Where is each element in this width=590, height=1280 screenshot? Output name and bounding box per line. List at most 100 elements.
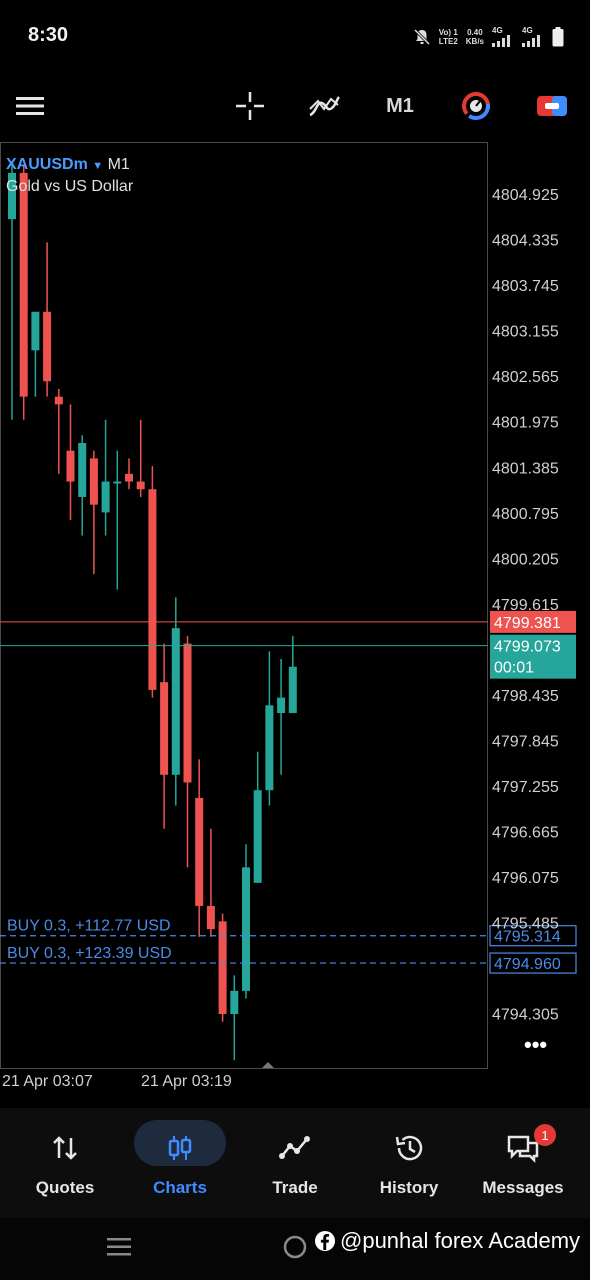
more-options-icon[interactable]: ••• [524,1032,547,1057]
nav-label: History [379,1178,439,1197]
price-tick-label: 4802.565 [492,369,559,386]
battery-icon [552,26,564,46]
menu-button[interactable] [12,86,48,126]
symbol-label[interactable]: XAUUSDm [6,156,88,173]
chart-symbol-header[interactable]: XAUUSDm ▼ M1 [6,156,130,174]
buy-sell-icon [537,96,567,116]
price-tick-label: 4794.305 [492,1007,559,1024]
nav-messages[interactable]: 1 Messages [468,1108,578,1218]
nav-history[interactable]: History [354,1108,464,1218]
bid-price-label: 4799.073 [494,639,561,656]
price-tick-label: 4798.435 [492,688,559,705]
candle-body [43,311,52,382]
candle-body [66,450,75,482]
price-tick-label: 4797.255 [492,779,559,796]
candle-body [54,396,63,405]
candle-body [89,458,98,505]
candle-body [183,643,192,783]
trade-price-box [489,925,577,947]
price-tick-label: 4797.845 [492,733,559,750]
candle-body [113,481,122,484]
chart-toolbar: M1 [0,72,590,142]
chart-timeframe-label: M1 [107,156,130,173]
candle-body [242,867,250,991]
candle-body [206,905,215,930]
candle-body [148,489,157,690]
messages-badge: 1 [534,1124,556,1146]
price-tick-label: 4800.795 [492,506,559,523]
ask-price-box [490,610,576,633]
nav-label: Charts [153,1178,207,1197]
hamburger-icon [16,97,44,115]
watermark: @punhal forex Academy [314,1228,580,1254]
nav-label: Trade [272,1178,318,1197]
crosshair-icon [236,92,264,120]
nav-trade[interactable]: Trade [240,1108,350,1218]
status-bar: 8:30 Vo) 1 LTE2 0.40 KB/s 4G 4G [0,0,590,72]
trade-position-label[interactable]: BUY 0.3, +123.39 USD [7,945,172,962]
candle-body [230,990,239,1014]
trade-panel-button[interactable] [532,86,572,126]
candle-body [195,797,204,906]
candle-body [136,481,145,490]
candle-body [171,628,180,775]
chart-area[interactable]: 4799.381 4799.073 00:01 BUY 0.3, +112.77 US… [0,142,590,1092]
price-tick-label: 4801.975 [492,415,559,432]
network-speed: 0.40 KB/s [465,27,484,46]
symbol-dropdown-icon[interactable]: ▼ [92,160,104,172]
nav-charts[interactable]: Charts [125,1108,235,1218]
bid-price-box [490,634,576,679]
clock-speed-icon [462,92,490,120]
bottom-navigation: Quotes Charts Trade [0,1108,590,1218]
signal-icon-1: 4G [492,26,514,47]
ask-price-label: 4799.381 [494,615,561,632]
price-tick-label: 4803.155 [492,324,559,341]
price-tick-label: 4804.925 [492,187,559,204]
time-tick-label: 21 Apr 03:07 [2,1073,93,1090]
nav-label: Quotes [35,1178,95,1197]
scroll-marker-icon[interactable] [262,1062,274,1068]
active-tab-indicator [134,1120,226,1166]
watermark-text: @punhal forex Academy [340,1228,581,1253]
indicators-button[interactable] [304,86,344,126]
recent-apps-icon[interactable] [106,1236,132,1258]
nav-quotes[interactable]: Quotes [10,1108,120,1218]
messages-icon [507,1135,539,1163]
trade-price-label: 4795.314 [494,929,561,946]
trade-price-label: 4794.960 [494,956,561,973]
volte-indicator: Vo) 1 LTE2 [438,27,458,46]
status-icons: Vo) 1 LTE2 0.40 KB/s 4G 4G [413,26,564,47]
price-tick-label: 4800.205 [492,551,559,568]
timeframe-button[interactable]: M1 [386,94,414,117]
system-navigation-bar [0,1218,590,1280]
price-tick-label: 4796.665 [492,824,559,841]
indicators-icon [309,96,340,117]
history-icon [395,1135,423,1161]
symbol-description: Gold vs US Dollar [6,178,134,195]
status-time: 8:30 [28,24,69,46]
quotes-icon [53,1136,77,1160]
chart-frame [0,142,488,1069]
candle-body [101,481,110,513]
crosshair-button[interactable] [230,86,270,126]
candlestick-chart[interactable]: 4799.381 4799.073 00:01 BUY 0.3, +112.77 US… [0,142,590,1092]
one-click-trading-button[interactable] [456,86,496,126]
bar-countdown-label: 00:01 [494,660,534,677]
candle-body [160,682,169,775]
trade-price-box [489,952,577,974]
price-tick-label: 4799.615 [492,597,559,614]
trade-icon [279,1136,310,1159]
candle-body [78,442,87,497]
price-tick-label: 4795.485 [492,916,559,933]
candle-body [31,311,40,351]
facebook-icon [315,1231,335,1251]
home-icon[interactable] [282,1234,308,1260]
candle-body [19,172,28,397]
trade-position-label[interactable]: BUY 0.3, +112.77 USD [7,918,171,935]
price-tick-label: 4803.745 [492,278,559,295]
candle-body [288,666,297,714]
candle-body [125,473,133,482]
price-tick-label: 4801.385 [492,460,559,477]
candle-body [253,790,262,883]
candle-body [265,705,274,791]
